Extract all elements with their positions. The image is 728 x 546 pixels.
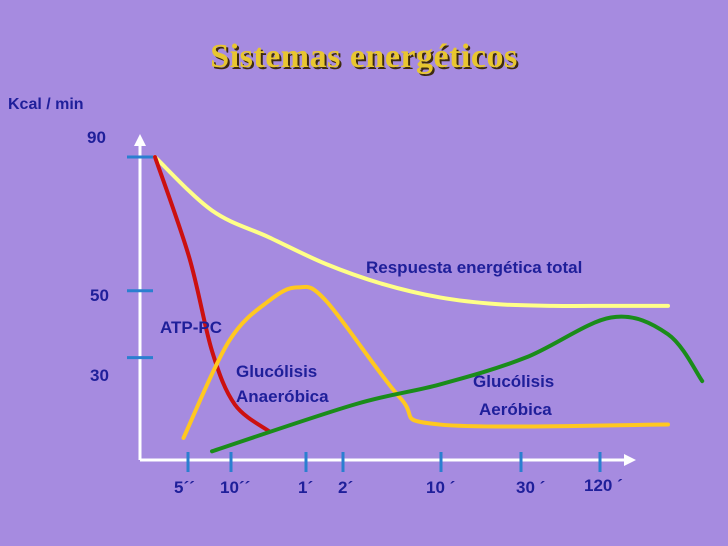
series-total-response [153,155,670,308]
y-tick-label-50: 50 [90,286,109,305]
y-tick-label-30: 30 [90,366,109,385]
x-axis-arrow [624,454,636,466]
x-tick-label-120m: 120 ´ [584,476,623,495]
annotation-total-response: Respuesta energética total [366,258,583,277]
annotation-anaerobic-line2: Anaeróbica [236,387,329,406]
annotation-anaerobic-line1: Glucólisis [236,362,318,381]
x-tick-label-5s: 5´´ [174,478,195,497]
x-tick-label-1m: 1´ [298,478,314,497]
annotation-aerobic-line2: Aeróbica [479,400,552,419]
x-tick-label-2m: 2´ [338,478,354,497]
annotation-aerobic-line1: Glucólisis [473,372,555,391]
x-tick-label-10m: 10 ´ [426,478,456,497]
series-atp-pc [153,155,271,434]
x-tick-label-30m: 30 ´ [516,478,546,497]
series-glucolisis-anaerobica [181,284,670,440]
annotation-atp-pc: ATP-PC [160,318,223,337]
chart-title: Sistemas energéticos [210,38,518,75]
y-axis-label: Kcal / min [8,96,84,113]
x-tick-label-10s: 10´´ [220,478,251,497]
series-glucolisis-aerobica [210,314,705,454]
y-tick-label-90: 90 [87,128,106,147]
y-axis-arrow [134,134,146,146]
